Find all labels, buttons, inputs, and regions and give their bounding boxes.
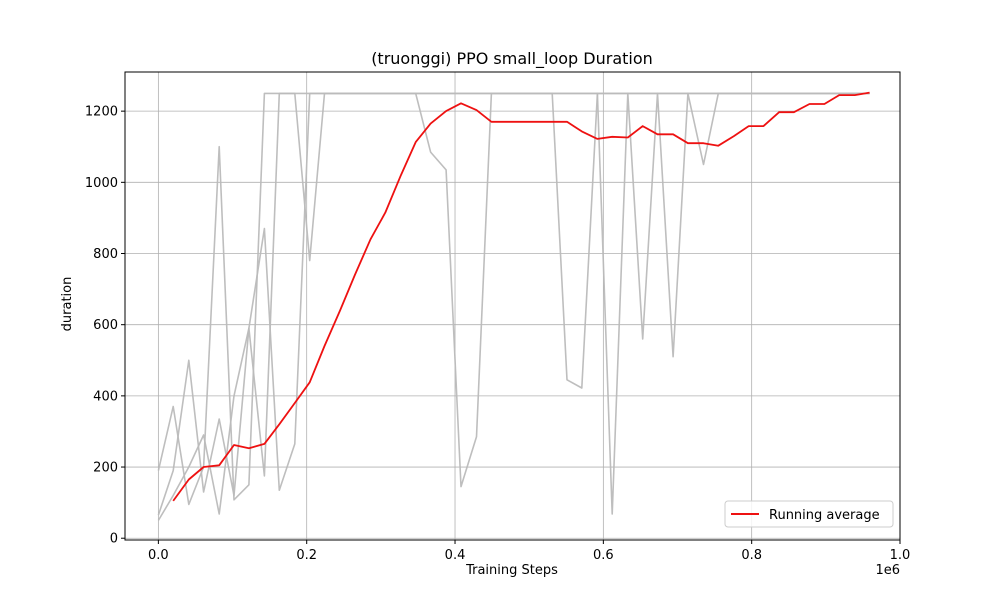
y-axis-ticks: 0 200 400 600 800 1000 1200 xyxy=(85,105,125,547)
raw-series-group xyxy=(157,92,870,521)
x-tick-label: 0.8 xyxy=(741,548,762,563)
grid xyxy=(125,72,901,540)
legend-box xyxy=(724,500,894,528)
y-tick-label: 1000 xyxy=(85,176,118,191)
legend: Running average xyxy=(724,500,894,528)
plot-frame xyxy=(124,71,901,541)
y-tick-label: 400 xyxy=(93,389,118,404)
series-line-running-average xyxy=(172,91,870,502)
y-tick-label: 0 xyxy=(110,532,118,547)
x-axis-ticks: 0.0 0.2 0.4 0.6 0.8 1.0 xyxy=(148,540,910,563)
x-tick-label: 0.2 xyxy=(296,548,317,563)
y-tick-label: 800 xyxy=(93,247,118,262)
x-tick-label: 1.0 xyxy=(890,548,911,563)
y-tick-label: 1200 xyxy=(85,105,118,120)
y-tick-label: 600 xyxy=(93,318,118,333)
legend-label-running-average: Running average xyxy=(769,508,880,523)
x-tick-label: 0.6 xyxy=(593,548,614,563)
average-series-group xyxy=(172,91,870,502)
y-tick-label: 200 xyxy=(93,461,118,476)
x-axis-label: Training Steps xyxy=(465,563,558,578)
chart-title: (truonggi) PPO small_loop Duration xyxy=(371,49,653,69)
x-axis-offset-label: 1e6 xyxy=(875,563,900,578)
x-tick-label: 0.4 xyxy=(445,548,466,563)
series-line-raw-3 xyxy=(157,92,870,521)
x-tick-label: 0.0 xyxy=(148,548,169,563)
y-axis-label: duration xyxy=(60,277,75,332)
